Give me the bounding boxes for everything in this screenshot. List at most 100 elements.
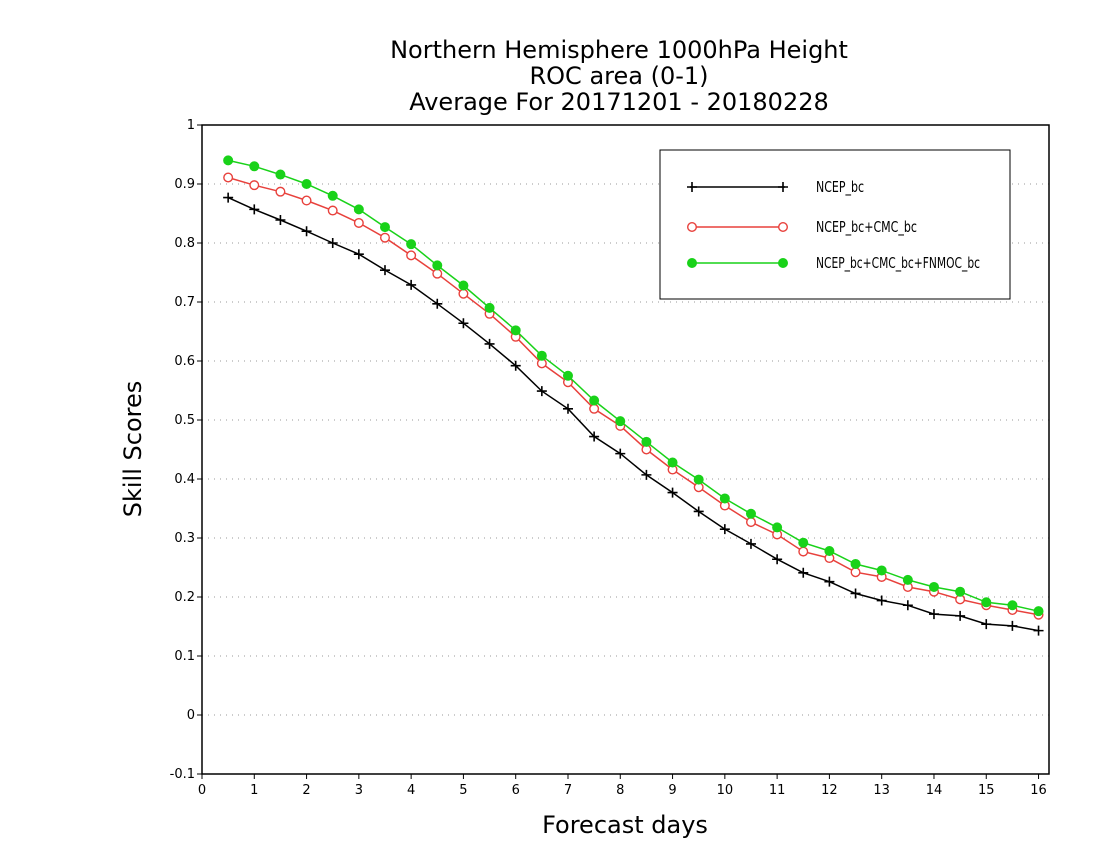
data-point xyxy=(615,416,626,427)
data-point xyxy=(327,205,338,216)
data-point xyxy=(406,250,417,261)
data-point xyxy=(778,182,788,192)
data-point xyxy=(693,506,704,517)
data-point xyxy=(778,258,788,268)
data-point xyxy=(223,155,234,166)
data-point xyxy=(876,595,887,606)
legend: NCEP_bc NCEP_bc+CMC_bc NCEP_bc+CMC_bc+FNMO… xyxy=(659,149,1011,300)
y-tick-label: 0.3 xyxy=(174,531,195,546)
data-point xyxy=(981,597,992,608)
x-tick-label: 1 xyxy=(250,783,258,798)
data-point xyxy=(379,265,390,276)
data-point xyxy=(850,558,861,569)
data-point xyxy=(687,221,698,232)
data-point xyxy=(249,204,260,215)
data-point xyxy=(432,260,443,271)
data-point xyxy=(458,288,469,299)
data-point xyxy=(745,538,756,549)
x-tick-label: 13 xyxy=(873,783,890,798)
data-point xyxy=(719,493,730,504)
data-point xyxy=(745,517,756,528)
y-axis-label: Skill Scores xyxy=(119,381,147,518)
data-point xyxy=(667,457,678,468)
y-tick-label: 1 xyxy=(187,118,195,133)
legend-item-3: NCEP_bc+CMC_bc+FNMOC_bc xyxy=(687,254,980,273)
chart-title-line-1: Northern Hemisphere 1000hPa Height xyxy=(390,36,848,64)
data-point xyxy=(301,226,312,237)
data-point xyxy=(876,565,887,576)
x-tick-label: 14 xyxy=(926,783,943,798)
data-point xyxy=(536,386,547,397)
x-tick-label: 8 xyxy=(616,783,624,798)
y-tick-label: 0.5 xyxy=(174,413,195,428)
data-point xyxy=(353,249,364,260)
data-point xyxy=(223,192,234,203)
legend-item-1: NCEP_bc xyxy=(687,178,864,197)
data-point xyxy=(301,179,312,189)
y-axis-ticks: -0.1 0 0.1 0.2 0.3 0.4 0.5 0.6 0.7 0.8 0.9 1 xyxy=(170,118,202,782)
x-tick-label: 6 xyxy=(512,783,520,798)
data-point xyxy=(353,204,364,215)
data-point xyxy=(981,619,992,630)
data-point xyxy=(772,522,783,533)
data-point xyxy=(301,195,312,206)
data-point xyxy=(745,508,756,519)
x-tick-label: 16 xyxy=(1030,783,1047,798)
chart-title-line-2: ROC area (0-1) xyxy=(529,62,708,90)
data-point xyxy=(955,610,966,621)
x-tick-label: 4 xyxy=(407,783,415,798)
data-point xyxy=(928,609,939,620)
y-tick-label: 0.7 xyxy=(174,295,195,310)
series-1 xyxy=(223,192,1044,636)
y-tick-label: 0 xyxy=(187,708,195,723)
series-3 xyxy=(223,155,1044,617)
x-tick-label: 9 xyxy=(668,783,676,798)
x-tick-label: 11 xyxy=(769,783,786,798)
data-point xyxy=(379,222,390,233)
data-point xyxy=(275,186,286,197)
data-point xyxy=(406,239,417,250)
data-point xyxy=(1007,600,1018,611)
data-point xyxy=(641,436,652,447)
x-tick-label: 12 xyxy=(821,783,838,798)
chart-title: Northern Hemisphere 1000hPa Height ROC a… xyxy=(390,36,848,116)
data-point xyxy=(432,298,443,309)
data-point xyxy=(641,469,652,480)
legend-items: NCEP_bc NCEP_bc+CMC_bc NCEP_bc+CMC_bc+FNMO… xyxy=(687,178,980,273)
x-tick-label: 7 xyxy=(564,783,572,798)
data-point xyxy=(484,338,495,349)
data-point xyxy=(955,586,966,597)
data-point xyxy=(458,318,469,329)
data-point xyxy=(562,403,573,414)
data-point xyxy=(928,581,939,592)
data-point xyxy=(798,537,809,548)
x-tick-label: 3 xyxy=(355,783,363,798)
x-tick-label: 2 xyxy=(302,783,310,798)
chart-title-line-3: Average For 20171201 - 20180228 xyxy=(409,88,829,116)
data-point xyxy=(824,576,835,587)
data-point xyxy=(719,524,730,535)
data-point xyxy=(798,567,809,578)
legend-label: NCEP_bc+CMC_bc xyxy=(816,218,917,237)
data-point xyxy=(615,448,626,459)
data-point xyxy=(249,161,260,172)
data-point xyxy=(902,574,913,585)
y-tick-label: 0.8 xyxy=(174,236,195,251)
y-tick-label: -0.1 xyxy=(170,767,195,782)
x-tick-label: 10 xyxy=(717,783,734,798)
data-point xyxy=(1007,620,1018,631)
data-point xyxy=(327,190,338,201)
data-point xyxy=(379,232,390,243)
y-tick-label: 0.2 xyxy=(174,590,195,605)
x-tick-label: 5 xyxy=(459,783,467,798)
data-point xyxy=(687,258,697,268)
x-tick-label: 15 xyxy=(978,783,995,798)
data-point xyxy=(275,214,286,225)
data-series xyxy=(223,155,1044,636)
data-point xyxy=(562,370,573,381)
data-point xyxy=(778,221,789,232)
legend-label: NCEP_bc+CMC_bc+FNMOC_bc xyxy=(816,254,980,273)
data-point xyxy=(798,546,809,557)
y-tick-label: 0.1 xyxy=(174,649,195,664)
data-point xyxy=(275,169,286,180)
